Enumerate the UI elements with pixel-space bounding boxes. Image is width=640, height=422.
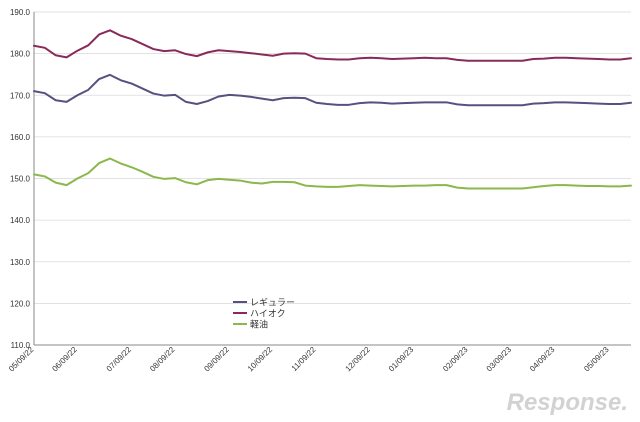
x-tick-label: 12/09/22 xyxy=(344,345,373,374)
x-tick-label: 11/09/22 xyxy=(290,345,318,373)
x-tick-label: 08/09/22 xyxy=(148,345,177,374)
x-tick-label: 04/09/23 xyxy=(528,345,557,374)
y-tick-label: 140.0 xyxy=(10,216,31,225)
x-tick-label: 01/09/23 xyxy=(387,345,416,374)
x-tick-label: 09/09/22 xyxy=(202,345,231,374)
axes xyxy=(33,12,631,346)
watermark-text: Response. xyxy=(507,389,628,416)
y-tick-label: 120.0 xyxy=(10,299,31,308)
x-tick-label: 05/09/23 xyxy=(582,345,611,374)
response-watermark: Response. xyxy=(507,389,628,416)
legend-label: 軽油 xyxy=(250,319,268,331)
x-tick-label: 06/09/22 xyxy=(50,345,79,374)
series-line xyxy=(33,29,632,62)
x-tick-label: 03/09/23 xyxy=(485,345,514,374)
legend-label: レギュラー xyxy=(250,298,295,309)
grid-lines xyxy=(34,11,631,304)
x-tick-label: 10/09/22 xyxy=(246,345,275,374)
series-lines xyxy=(33,29,632,190)
y-tick-label: 130.0 xyxy=(10,258,31,267)
series-line xyxy=(33,157,632,190)
series-line xyxy=(33,73,632,107)
y-tick-label: 180.0 xyxy=(10,50,31,59)
x-tick-label: 07/09/22 xyxy=(105,345,134,374)
legend-label: ハイオク xyxy=(250,309,286,320)
y-tick-label: 160.0 xyxy=(10,133,31,142)
y-axis-tick-labels: 110.0 120.0 130.0 140.0 150.0 160.0 170.0 180.0… xyxy=(10,8,31,350)
y-tick-label: 170.0 xyxy=(10,91,31,100)
y-tick-label: 190.0 xyxy=(10,8,31,17)
y-tick-label: 150.0 xyxy=(10,175,31,184)
x-axis-tick-labels: 05/09/22 06/09/22 07/09/22 08/09/22 09/09/22… xyxy=(7,345,611,374)
y-tick-label: 110.0 xyxy=(11,341,31,350)
x-tick-label: 02/09/23 xyxy=(441,345,470,374)
